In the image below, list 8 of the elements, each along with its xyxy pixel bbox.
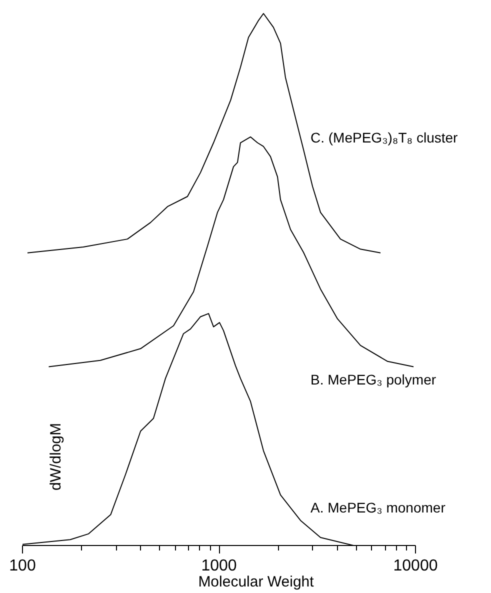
series-label: B. MePEG₃ polymer [310, 372, 436, 388]
series-label: A. MePEG₃ monomer [310, 500, 446, 516]
y-axis-title: dW/dlogM [48, 422, 64, 490]
series-label: C. (MePEG₃)₈T₈ cluster [310, 130, 458, 146]
x-axis-title: Molecular Weight [198, 574, 315, 590]
x-tick-label: 1000 [201, 558, 237, 574]
x-tick-label: 10000 [393, 558, 438, 574]
x-tick-label: 100 [9, 558, 36, 574]
